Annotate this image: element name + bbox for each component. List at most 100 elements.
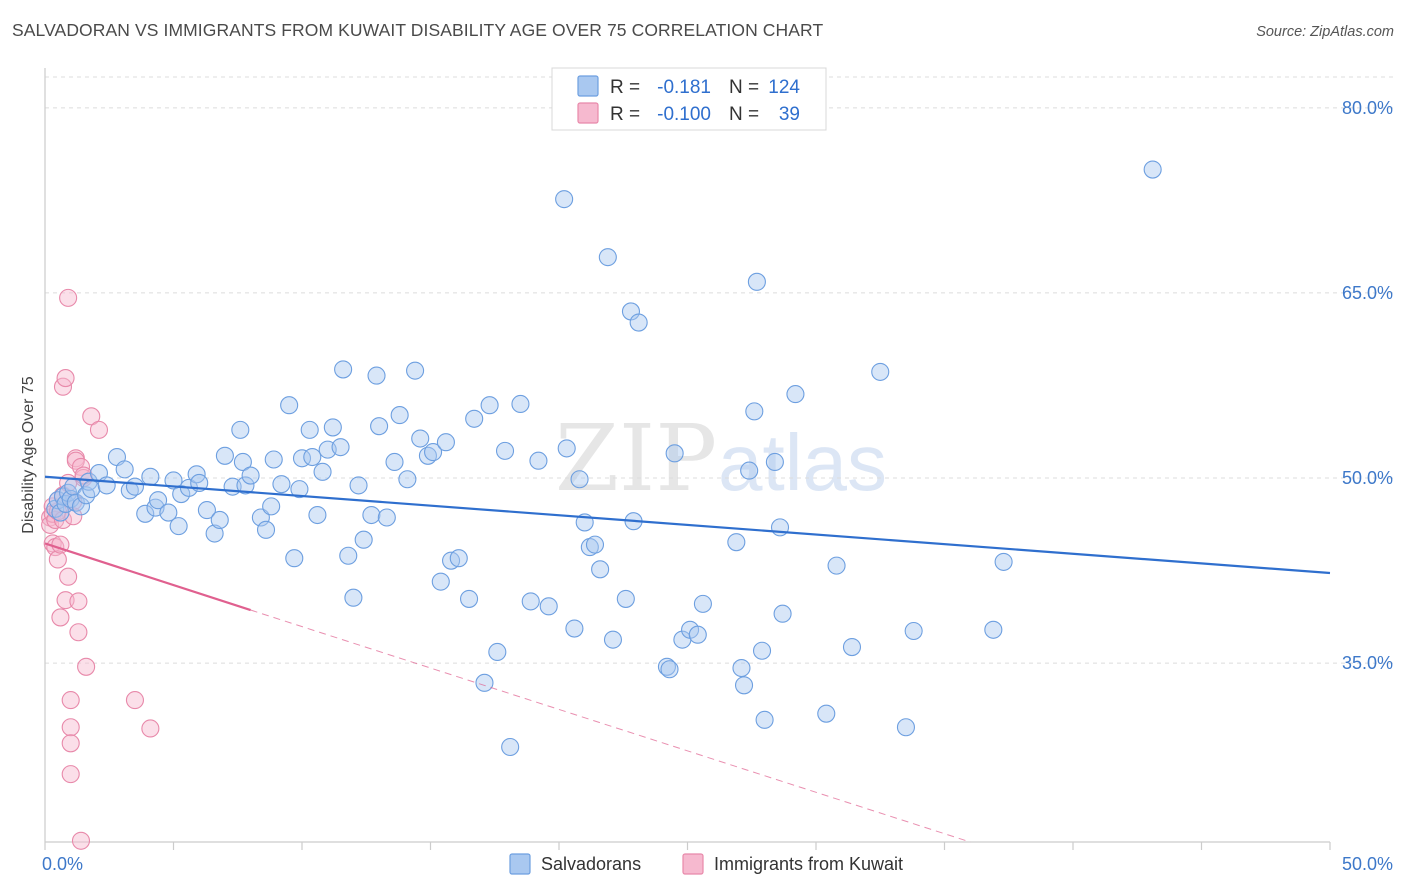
data-point [495,441,515,460]
legend-r-value-salvadorans: -0.181 [657,77,711,98]
data-point [436,433,455,452]
data-point [984,620,1003,639]
legend-n-value-kuwait: 39 [779,104,800,125]
series-legend-swatch-kuwait [682,853,704,875]
data-point [264,450,283,469]
data-point [370,417,389,436]
correlation-legend: R = -0.181 N = 124 R = -0.100 N = 39 [551,67,827,131]
data-point [665,444,684,463]
y-tick-label: 35.0% [1342,653,1393,673]
zipatlas-watermark: ZIP atlas [555,405,887,512]
x-ticks: 0.0% 50.0% [42,842,1393,874]
data-point [256,520,276,539]
data-point [745,402,764,421]
data-point [149,491,168,510]
data-point [752,641,772,660]
x-tick-label: 0.0% [42,854,83,874]
trendline [250,609,971,843]
data-point [580,538,599,557]
data-point [233,452,252,472]
data-point [215,446,234,465]
data-point [501,737,520,757]
data-point [262,497,281,516]
series-legend: Salvadorans Immigrants from Kuwait [509,853,903,875]
data-point [61,718,80,737]
data-point [197,501,216,520]
data-point [424,443,443,462]
data-point [539,597,558,616]
legend-n-label-2: N = [729,104,759,125]
data-point [459,589,479,608]
data-point [398,470,417,489]
data-point [377,508,396,527]
data-point [48,550,67,569]
data-point [616,589,635,608]
data-point [59,567,78,586]
data-point [303,447,322,467]
data-point [693,594,712,613]
legend-swatch-kuwait [577,102,599,124]
data-point [141,467,160,486]
data-point [136,504,155,523]
data-point [734,676,754,695]
data-point [817,704,836,723]
data-point [786,385,805,404]
data-point [740,461,759,480]
data-point [660,660,679,679]
data-point [603,630,623,649]
data-point [431,572,450,591]
legend-r-value-kuwait: -0.100 [657,104,711,125]
data-point [77,657,96,676]
legend-r-label-2: R = [610,104,640,125]
data-point [334,360,353,379]
data-point [331,438,350,457]
series-legend-label-kuwait: Immigrants from Kuwait [714,854,903,874]
data-point [629,313,648,332]
data-point [280,396,299,415]
data-point [585,535,605,554]
watermark-atlas: atlas [718,418,887,507]
data-point [349,476,368,495]
data-point [657,657,676,676]
series-immigrants-from-kuwait [41,288,160,850]
data-point [475,673,494,692]
chart-source: Source: ZipAtlas.com [1256,24,1394,40]
data-point [488,642,507,662]
data-point [732,658,751,678]
data-point [290,480,309,499]
data-point [231,420,250,439]
data-point [511,394,530,414]
data-point [89,420,109,439]
data-point [56,369,75,388]
data-point [210,510,229,530]
data-point [51,608,70,627]
y-tick-label: 80.0% [1342,98,1393,118]
legend-swatch-salvadorans [577,75,599,97]
data-point [339,546,358,565]
data-point [385,452,404,472]
series-legend-swatch-salvadorans [509,853,531,875]
data-point [406,361,425,380]
data-point [994,552,1013,571]
data-point [557,439,576,458]
data-point [71,831,91,850]
data-point [236,476,255,495]
y-ticks: 35.0% 50.0% 65.0% 80.0% [1342,98,1393,673]
data-point [71,497,91,516]
data-point [323,418,342,437]
data-point [69,592,88,611]
data-point [69,623,88,642]
data-point [591,560,610,579]
data-point [465,409,484,428]
data-point [747,272,766,291]
data-point [411,429,430,448]
data-point [51,503,70,522]
data-point [367,366,386,385]
data-point [125,477,144,496]
data-point [61,734,80,753]
data-point [285,549,304,568]
data-point [61,691,80,710]
data-point [82,480,101,499]
data-point [272,475,291,494]
